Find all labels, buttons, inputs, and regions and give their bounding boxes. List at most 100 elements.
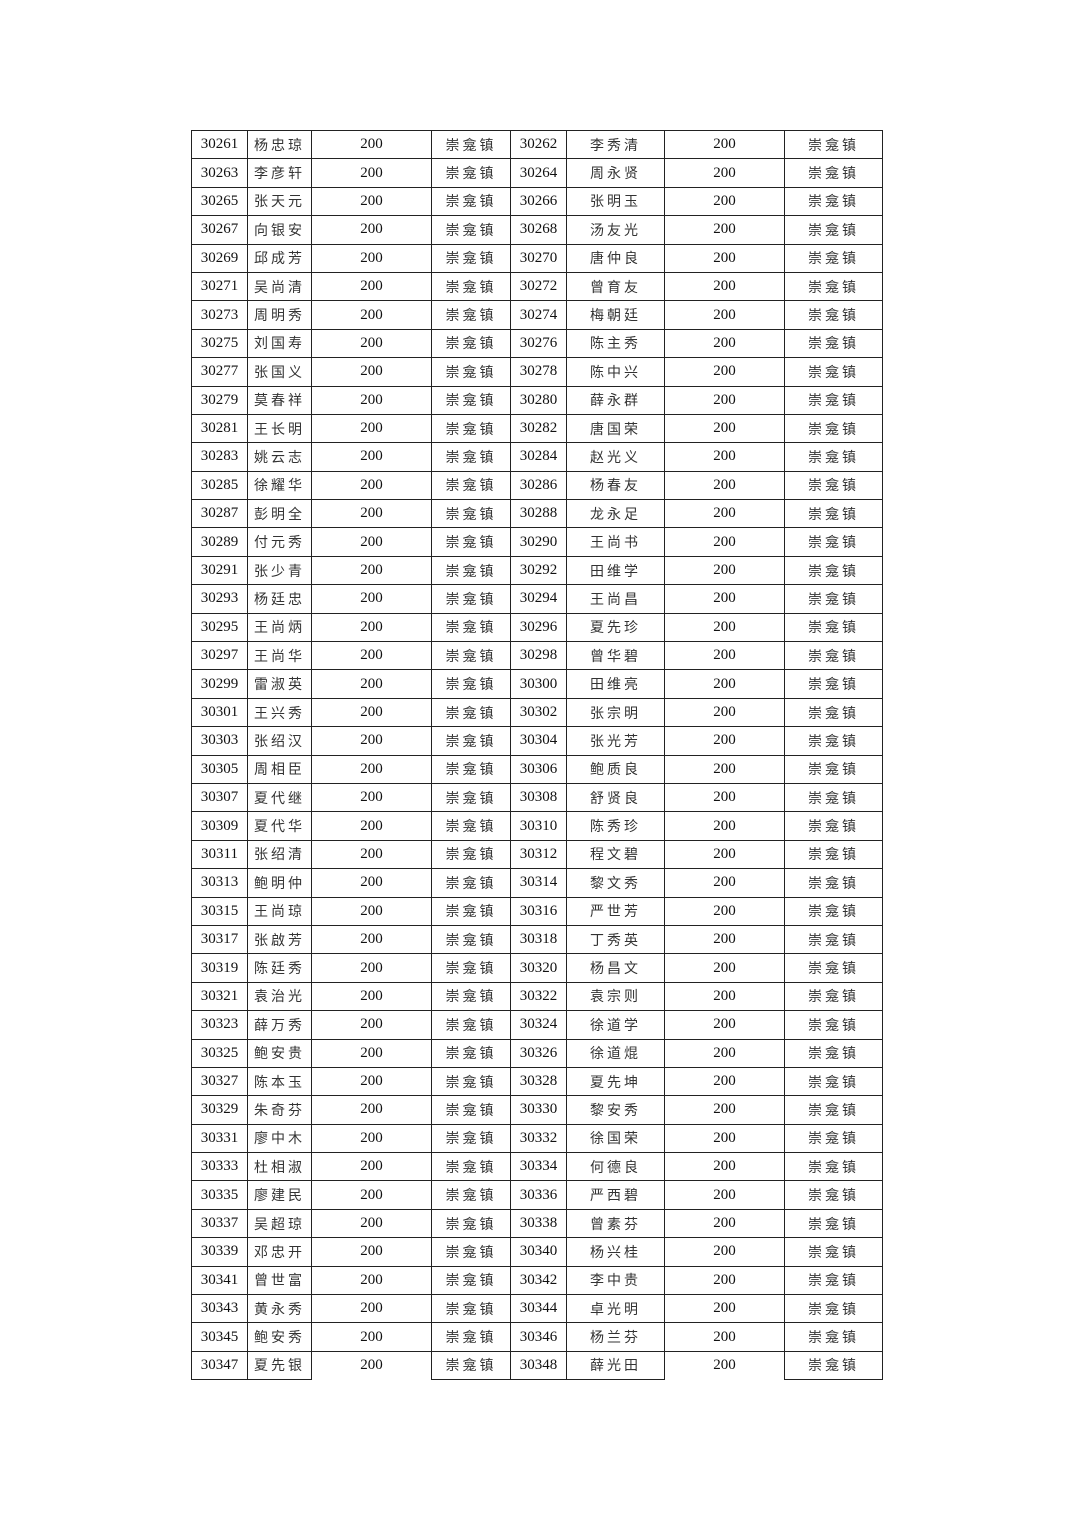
amount-cell: 200 bbox=[311, 1237, 432, 1267]
id-cell: 30307 bbox=[191, 782, 248, 813]
amount-cell: 200 bbox=[664, 1095, 785, 1125]
id-cell: 30297 bbox=[191, 641, 248, 671]
town-cell: 崇龛镇 bbox=[431, 527, 511, 557]
amount-cell: 200 bbox=[664, 1237, 785, 1267]
amount-cell: 200 bbox=[311, 413, 432, 444]
id-cell: 30313 bbox=[191, 868, 248, 898]
town-cell: 崇龛镇 bbox=[431, 1095, 511, 1125]
amount-cell: 200 bbox=[664, 1123, 785, 1154]
id-cell: 30348 bbox=[510, 1350, 567, 1381]
amount-cell: 200 bbox=[664, 839, 785, 870]
id-cell: 30281 bbox=[191, 413, 248, 444]
name-cell: 刘国寿 bbox=[247, 328, 312, 359]
name-cell: 严世芳 bbox=[566, 896, 665, 926]
amount-cell: 200 bbox=[311, 754, 432, 784]
amount-cell: 200 bbox=[664, 1010, 785, 1040]
amount-cell: 200 bbox=[664, 271, 785, 302]
town-cell: 崇龛镇 bbox=[431, 868, 511, 898]
name-cell: 徐国荣 bbox=[566, 1123, 665, 1154]
amount-cell: 200 bbox=[311, 243, 432, 273]
id-cell: 30326 bbox=[510, 1038, 567, 1068]
amount-cell: 200 bbox=[311, 328, 432, 359]
name-cell: 何德良 bbox=[566, 1152, 665, 1182]
amount-cell: 200 bbox=[664, 981, 785, 1012]
table-row: 30289 付元秀 200 崇龛镇 30290 王尚书 200 崇龛镇 bbox=[191, 527, 883, 557]
name-cell: 杨兰芬 bbox=[566, 1322, 665, 1352]
amount-cell: 200 bbox=[664, 555, 785, 586]
town-cell: 崇龛镇 bbox=[784, 584, 883, 614]
town-cell: 崇龛镇 bbox=[784, 839, 883, 870]
amount-cell: 200 bbox=[311, 1180, 432, 1210]
amount-cell: 200 bbox=[311, 442, 432, 472]
id-cell: 30285 bbox=[191, 470, 248, 501]
town-cell: 崇龛镇 bbox=[784, 1095, 883, 1125]
amount-cell: 200 bbox=[664, 499, 785, 529]
name-cell: 夏先珍 bbox=[566, 612, 665, 643]
name-cell: 张少青 bbox=[247, 555, 312, 586]
amount-cell: 200 bbox=[664, 442, 785, 472]
town-cell: 崇龛镇 bbox=[784, 953, 883, 983]
amount-cell: 200 bbox=[664, 158, 785, 188]
amount-cell: 200 bbox=[311, 357, 432, 387]
name-cell: 夏先银 bbox=[247, 1350, 312, 1381]
town-cell: 崇龛镇 bbox=[784, 357, 883, 387]
name-cell: 唐仲良 bbox=[566, 243, 665, 273]
town-cell: 崇龛镇 bbox=[431, 1265, 511, 1296]
amount-cell: 200 bbox=[311, 499, 432, 529]
name-cell: 张绍清 bbox=[247, 839, 312, 870]
amount-cell: 200 bbox=[664, 1152, 785, 1182]
name-cell: 袁治光 bbox=[247, 981, 312, 1012]
id-cell: 30264 bbox=[510, 158, 567, 188]
table-row: 30335 廖建民 200 崇龛镇 30336 严西碧 200 崇龛镇 bbox=[191, 1180, 883, 1210]
name-cell: 鲍安秀 bbox=[247, 1322, 312, 1352]
town-cell: 崇龛镇 bbox=[784, 1322, 883, 1352]
name-cell: 夏代继 bbox=[247, 782, 312, 813]
town-cell: 崇龛镇 bbox=[784, 499, 883, 529]
id-cell: 30314 bbox=[510, 868, 567, 898]
town-cell: 崇龛镇 bbox=[431, 697, 511, 728]
id-cell: 30263 bbox=[191, 158, 248, 188]
name-cell: 邓忠开 bbox=[247, 1237, 312, 1267]
id-cell: 30334 bbox=[510, 1152, 567, 1182]
town-cell: 崇龛镇 bbox=[431, 555, 511, 586]
table-row: 30261 杨忠琼 200 崇龛镇 30262 李秀清 200 崇龛镇 bbox=[191, 129, 883, 160]
amount-cell: 200 bbox=[311, 1066, 432, 1097]
table-row: 30345 鲍安秀 200 崇龛镇 30346 杨兰芬 200 崇龛镇 bbox=[191, 1322, 883, 1352]
town-cell: 崇龛镇 bbox=[784, 726, 883, 756]
id-cell: 30298 bbox=[510, 641, 567, 671]
table-row: 30273 周明秀 200 崇龛镇 30274 梅朝廷 200 崇龛镇 bbox=[191, 300, 883, 330]
id-cell: 30347 bbox=[191, 1350, 248, 1381]
amount-cell: 200 bbox=[664, 811, 785, 841]
name-cell: 舒贤良 bbox=[566, 782, 665, 813]
id-cell: 30262 bbox=[510, 129, 567, 160]
name-cell: 黎安秀 bbox=[566, 1095, 665, 1125]
amount-cell: 200 bbox=[311, 215, 432, 245]
id-cell: 30293 bbox=[191, 584, 248, 614]
name-cell: 李秀清 bbox=[566, 129, 665, 160]
id-cell: 30267 bbox=[191, 215, 248, 245]
name-cell: 薛光田 bbox=[566, 1350, 665, 1381]
amount-cell: 200 bbox=[311, 896, 432, 926]
amount-cell: 200 bbox=[311, 527, 432, 557]
name-cell: 杨忠琼 bbox=[247, 129, 312, 160]
id-cell: 30290 bbox=[510, 527, 567, 557]
amount-cell: 200 bbox=[664, 924, 785, 955]
name-cell: 廖建民 bbox=[247, 1180, 312, 1210]
town-cell: 崇龛镇 bbox=[784, 1237, 883, 1267]
id-cell: 30331 bbox=[191, 1123, 248, 1154]
id-cell: 30311 bbox=[191, 839, 248, 870]
amount-cell: 200 bbox=[311, 1010, 432, 1040]
id-cell: 30294 bbox=[510, 584, 567, 614]
amount-cell: 200 bbox=[311, 271, 432, 302]
name-cell: 杨春友 bbox=[566, 470, 665, 501]
table-row: 30291 张少青 200 崇龛镇 30292 田维学 200 崇龛镇 bbox=[191, 555, 883, 586]
amount-cell: 200 bbox=[311, 669, 432, 699]
name-cell: 王尚炳 bbox=[247, 612, 312, 643]
name-cell: 丁秀英 bbox=[566, 924, 665, 955]
table-row: 30329 朱奇芬 200 崇龛镇 30330 黎安秀 200 崇龛镇 bbox=[191, 1095, 883, 1125]
name-cell: 曾华碧 bbox=[566, 641, 665, 671]
id-cell: 30265 bbox=[191, 186, 248, 217]
table-row: 30287 彭明全 200 崇龛镇 30288 龙永足 200 崇龛镇 bbox=[191, 499, 883, 529]
id-cell: 30302 bbox=[510, 697, 567, 728]
name-cell: 杨昌文 bbox=[566, 953, 665, 983]
